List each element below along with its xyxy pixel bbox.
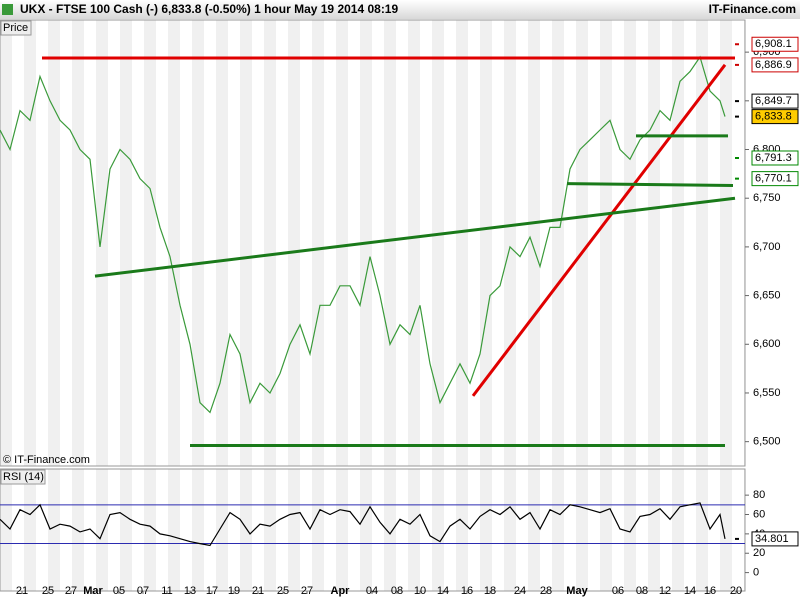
x-tick-label: 16	[704, 585, 716, 597]
x-tick-label: 21	[16, 585, 28, 597]
x-tick-label: 10	[414, 585, 426, 597]
brand: IT-Finance.com	[709, 2, 796, 16]
x-tick-label: 13	[184, 585, 196, 597]
x-tick-label: 21	[252, 585, 264, 597]
x-tick-label: 14	[437, 585, 449, 597]
level-label: 6,791.3	[755, 152, 792, 164]
y-tick-label: 0	[753, 567, 759, 579]
y-tick-label: 80	[753, 489, 765, 501]
y-tick-label: 6,700	[753, 241, 781, 253]
x-tick-label: Mar	[83, 585, 103, 597]
y-tick-label: 6,600	[753, 338, 781, 350]
x-tick-label: 04	[366, 585, 378, 597]
level-box	[751, 57, 799, 73]
x-tick-label: 20	[730, 585, 742, 597]
x-tick-label: 18	[484, 585, 496, 597]
level-box	[751, 109, 799, 125]
x-tick-label: 25	[277, 585, 289, 597]
level-box	[751, 36, 799, 52]
header-title: UKX - FTSE 100 Cash (-) 6,833.8 (-0.50%)…	[20, 2, 398, 16]
series-line	[0, 55, 726, 414]
x-tick-label: 11	[161, 585, 172, 597]
x-tick-label: May	[566, 585, 588, 597]
y-tick-label: 6,550	[753, 387, 781, 399]
x-tick-label: 19	[228, 585, 240, 597]
level-box	[751, 93, 799, 109]
x-tick-label: 27	[301, 585, 313, 597]
logo	[2, 4, 13, 15]
x-tick-label: 05	[113, 585, 125, 597]
x-tick-label: Apr	[331, 585, 351, 597]
panel-label-box	[0, 469, 46, 485]
level-label: 6,849.7	[755, 95, 792, 107]
rsi-panel	[0, 468, 746, 592]
level-label: 6,886.9	[755, 59, 792, 71]
level-label: 6,833.8	[755, 111, 792, 123]
y-tick-label: 6,750	[753, 192, 781, 204]
trend-line	[471, 63, 727, 397]
level-box	[751, 531, 799, 547]
x-tick-label: 24	[514, 585, 526, 597]
header-bar	[0, 0, 800, 19]
x-tick-label: 25	[42, 585, 54, 597]
x-tick-label: 17	[206, 585, 218, 597]
x-tick-label: 08	[636, 585, 648, 597]
x-tick-label: 12	[659, 585, 671, 597]
x-tick-label: 07	[137, 585, 149, 597]
x-tick-label: 27	[65, 585, 77, 597]
x-tick-label: 14	[684, 585, 696, 597]
x-tick-label: 28	[540, 585, 552, 597]
x-tick-label: 16	[461, 585, 473, 597]
panel-label: Price	[3, 22, 28, 34]
trend-line	[94, 196, 736, 278]
panel-label-box	[0, 20, 32, 36]
level-label: 34.801	[755, 533, 789, 545]
level-box	[751, 171, 799, 187]
y-tick-label: 20	[753, 547, 765, 559]
level-label: 6,770.1	[755, 173, 792, 185]
y-tick-label: 60	[753, 508, 765, 520]
level-label: 6,908.1	[755, 38, 792, 50]
y-tick-label: 6,500	[753, 436, 781, 448]
x-tick-label: 06	[612, 585, 624, 597]
x-tick-label: 08	[391, 585, 403, 597]
y-tick-label: 6,650	[753, 289, 781, 301]
watermark: © IT-Finance.com	[3, 454, 90, 466]
panel-label: RSI (14)	[3, 471, 44, 483]
level-box	[751, 150, 799, 166]
series-line	[0, 502, 726, 547]
trend-line	[566, 182, 734, 188]
